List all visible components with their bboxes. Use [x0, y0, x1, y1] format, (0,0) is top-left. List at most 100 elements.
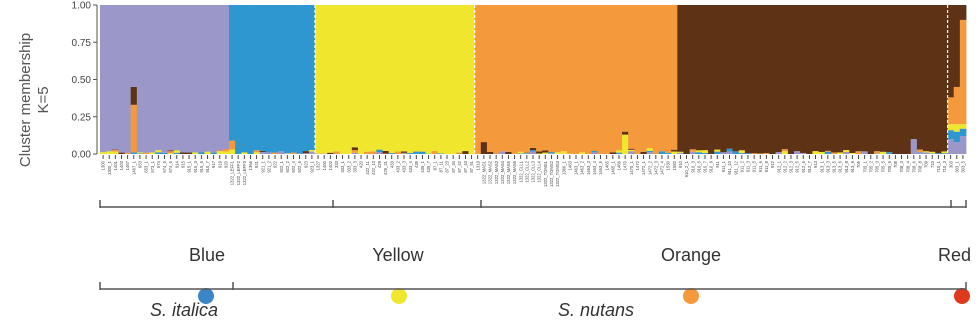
bar-segment-brown — [794, 5, 801, 151]
bar-segment-brown — [327, 153, 334, 154]
bar-segment-yellow — [647, 148, 654, 151]
sample-label: 1467 — [125, 160, 130, 170]
bar-segment-brown — [260, 151, 267, 152]
bar-segment-brown — [401, 151, 408, 152]
bar-segment-cyan — [241, 5, 248, 152]
sample-label: 911_3 — [746, 160, 751, 172]
sample-label: 1322_TOMS2 — [549, 160, 554, 187]
bar-segment-orange — [493, 5, 500, 154]
sample-label: 910_3 — [690, 160, 695, 172]
bar-segment-orange — [401, 153, 408, 154]
bar-segment-orange — [143, 153, 150, 154]
sample-label: 1467_1 — [131, 160, 136, 175]
bar-segment-orange — [690, 149, 697, 151]
sample-label: 420 — [359, 160, 364, 168]
bar-segment-yellow — [739, 150, 746, 153]
sample-label: 1322_TOMS1 — [543, 160, 548, 187]
sample-label: 1322_CLL3 — [531, 160, 536, 182]
bar-segment-orange — [254, 150, 261, 152]
bar-segment-cyan — [407, 153, 414, 154]
bar-segment-brown — [837, 5, 844, 152]
sample-label: 911 — [715, 160, 720, 167]
bar-segment-yellow — [419, 5, 426, 152]
bar-segment-orange — [487, 5, 494, 152]
bar-segment-orange — [659, 5, 666, 151]
bar-segment-orange — [628, 5, 635, 149]
bar-segment-yellow — [112, 152, 119, 154]
sample-label: 1465 — [604, 160, 609, 170]
sample-label: 433_4 — [408, 160, 413, 172]
bar-segment-brown — [776, 5, 783, 152]
sample-label: 1582 — [672, 160, 677, 170]
bar-segment-orange — [665, 5, 672, 153]
bar-segment-blue — [260, 152, 267, 154]
sample-label: 674 — [156, 160, 161, 168]
bar-segment-yellow — [849, 153, 856, 154]
sample-label: 653 — [138, 160, 143, 168]
sample-label: 911_10 — [727, 160, 732, 174]
sample-label: 1322_MAS1 — [481, 160, 486, 184]
sample-label: 915 — [181, 160, 186, 168]
bar-segment-cyan — [272, 5, 279, 153]
bar-segment-brown — [843, 5, 850, 150]
sample-label: 333_3 — [352, 160, 357, 172]
bar-segment-blue — [591, 152, 598, 154]
sample-label: 1300_1 — [107, 160, 112, 175]
bar-segment-brown — [542, 150, 549, 152]
bar-segment-cyan — [290, 5, 297, 153]
bar-segment-cyan — [941, 153, 948, 154]
bar-segment-blue — [720, 152, 727, 154]
sample-label: 913_1 — [819, 160, 824, 172]
bar-segment-blue — [739, 154, 746, 155]
sample-label: 1463 — [567, 160, 572, 170]
bar-segment-yellow — [929, 152, 936, 153]
bar-segment-yellow — [456, 5, 463, 153]
bar-segment-brown — [720, 5, 727, 152]
bar-segment-brown — [892, 5, 899, 154]
sample-label: 1470 — [623, 160, 628, 170]
bar-segment-yellow — [204, 152, 211, 154]
bar-segment-orange — [616, 5, 623, 150]
sample-label: 705_6 — [887, 160, 892, 172]
bar-segment-brown — [690, 5, 697, 149]
bar-segment-yellow — [192, 152, 199, 154]
sample-label: 303_1 — [954, 160, 959, 172]
bar-segment-orange — [395, 152, 402, 154]
sample-label: 435_1 — [420, 160, 425, 172]
bar-segment-blue — [278, 151, 285, 154]
group-dot-red — [954, 288, 970, 304]
bar-segment-brown — [131, 87, 138, 105]
bar-segment-blue — [911, 139, 918, 154]
bar-segment-yellow — [954, 124, 961, 131]
bar-segment-yellow — [321, 5, 328, 154]
bar-segment-brown — [168, 150, 175, 151]
y-tick-label: 1.00 — [72, 1, 92, 12]
sample-label: 1322_TOMS3 — [555, 160, 560, 187]
sample-label: 1463_4 — [592, 160, 597, 175]
bar-segment-yellow — [702, 151, 709, 154]
bar-segment-cyan — [702, 153, 709, 154]
sample-label: 708 — [893, 160, 898, 168]
bar-segment-orange — [352, 150, 359, 153]
bar-segment-brown — [763, 5, 770, 153]
sample-label: 1327 — [316, 160, 321, 170]
bar-segment-orange — [518, 5, 525, 152]
sample-label: 1472_3 — [653, 160, 658, 175]
sample-label: 1300 — [101, 160, 106, 170]
bar-segment-orange — [763, 153, 770, 154]
bar-segment-brown — [788, 5, 795, 154]
bar-segment-brown — [677, 5, 684, 152]
bar-segment-yellow — [880, 152, 887, 154]
sample-label: 705_2 — [868, 160, 873, 172]
bar-segment-brown — [303, 151, 310, 153]
sample-label: 911_2 — [739, 160, 744, 172]
sample-label: 1470_1 — [629, 160, 634, 175]
sample-label: 1319 — [475, 160, 480, 170]
bar-segment-cyan — [419, 152, 426, 154]
bar-segment-blue — [168, 5, 175, 150]
bar-segment-yellow — [518, 152, 525, 154]
bar-segment-blue — [843, 152, 850, 154]
sample-label: 87_34 — [451, 160, 456, 172]
